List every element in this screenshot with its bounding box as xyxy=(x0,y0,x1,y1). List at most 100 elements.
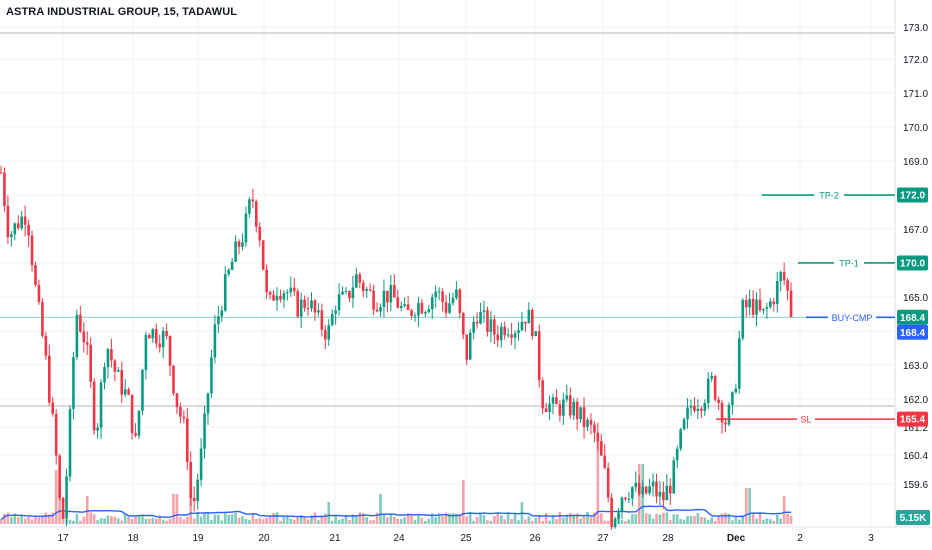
volume-bar xyxy=(434,516,437,524)
volume-bar xyxy=(765,518,769,524)
candle-body xyxy=(65,476,68,519)
volume-bar xyxy=(234,512,237,524)
volume-bar xyxy=(313,512,317,524)
volume-bar xyxy=(327,502,331,524)
candle-body xyxy=(551,397,555,404)
volume-bar xyxy=(137,514,141,524)
time-tick-label: 3 xyxy=(868,533,874,544)
candle-body xyxy=(310,300,313,309)
volume-bar xyxy=(462,480,465,524)
volume-bar xyxy=(693,516,696,524)
volume-bar xyxy=(448,513,451,524)
volume-bar xyxy=(537,514,541,524)
badge-volume-bg xyxy=(896,510,930,525)
candle-body xyxy=(520,321,524,331)
volume-bar xyxy=(589,517,593,524)
candle-body xyxy=(568,395,572,416)
volume-bar xyxy=(534,517,538,524)
volume-bar xyxy=(92,514,96,524)
candle-body xyxy=(168,336,172,366)
candle-body xyxy=(161,330,165,348)
candle-body xyxy=(734,388,738,393)
volume-bar xyxy=(44,512,48,524)
candle-body xyxy=(631,487,634,499)
time-tick-label: 24 xyxy=(393,533,405,544)
volume-bar xyxy=(406,513,410,524)
volume-bar xyxy=(648,514,651,524)
volume-bar xyxy=(248,520,251,524)
candle-body xyxy=(16,223,20,229)
badge-last-price: 168.4 xyxy=(900,313,925,324)
candle-body xyxy=(206,393,210,414)
candle-body xyxy=(68,409,72,477)
candle-body xyxy=(555,397,558,405)
price-tick-label: 162.0 xyxy=(903,395,928,406)
candle-body xyxy=(234,241,237,262)
volume-bar xyxy=(151,517,155,524)
volume-bar xyxy=(303,516,306,524)
candle-body xyxy=(244,213,248,243)
candle-body xyxy=(282,293,286,300)
volume-bar xyxy=(179,517,182,524)
price-tick-label: 165.0 xyxy=(903,293,928,304)
candle-body xyxy=(199,448,203,480)
candle-body xyxy=(186,418,189,463)
volume-bar xyxy=(3,513,6,524)
volume-bar xyxy=(686,515,689,524)
badge-tp-1: 170.0 xyxy=(900,258,925,269)
candle-body xyxy=(672,460,676,494)
volume-bar xyxy=(620,520,624,524)
volume-bar xyxy=(265,518,268,524)
candle-body xyxy=(617,511,620,519)
volume-bar xyxy=(682,519,686,524)
volume-bar xyxy=(141,516,144,524)
candle-body xyxy=(620,497,624,512)
volume-bar xyxy=(541,520,544,524)
level-label-bg xyxy=(834,256,864,269)
volume-bar xyxy=(75,513,79,524)
candle-body xyxy=(89,344,92,382)
candle-body xyxy=(144,335,148,370)
candle-body xyxy=(272,294,275,301)
axes: 173.0172.0171.0170.0169.0168.0167.0166.0… xyxy=(57,23,930,544)
volume-bar xyxy=(772,520,776,524)
level-label-sl: SL xyxy=(800,415,811,425)
volume-bar xyxy=(48,514,51,524)
volume-bar xyxy=(579,518,582,524)
candle-body xyxy=(486,310,489,332)
volume-bar xyxy=(493,515,496,524)
volume-bar xyxy=(192,518,196,524)
volume-bar xyxy=(275,512,279,524)
candle-body xyxy=(103,367,106,383)
price-tick-label: 171.0 xyxy=(903,89,928,100)
candle-body xyxy=(748,299,751,308)
volume-bar xyxy=(700,516,703,524)
price-tick-label: 159.6 xyxy=(903,480,928,491)
volume-bar xyxy=(658,514,662,524)
volume-bar xyxy=(344,514,348,524)
volume-bar xyxy=(548,520,551,524)
candle-body xyxy=(382,290,386,308)
candle-body xyxy=(662,491,665,501)
candle-body xyxy=(361,282,365,291)
candle-body xyxy=(251,199,255,202)
candle-body xyxy=(75,314,79,358)
volume-bar xyxy=(486,520,489,524)
volume-bar xyxy=(196,512,199,524)
candle-body xyxy=(575,401,579,420)
candle-body xyxy=(782,272,786,281)
volume-bar xyxy=(348,519,351,524)
volume-bar xyxy=(758,512,762,524)
candle-body xyxy=(475,321,479,324)
volume-bar xyxy=(203,512,206,524)
volume-bar xyxy=(403,517,406,524)
volume-bar xyxy=(130,518,134,524)
volume-bar xyxy=(675,514,679,524)
volume-bar xyxy=(172,494,175,524)
candle-body xyxy=(317,310,320,313)
candle-body xyxy=(358,274,362,283)
volume-bar xyxy=(665,512,669,524)
candle-body xyxy=(727,404,731,425)
price-tick-label: 173.0 xyxy=(903,23,928,34)
volume-bar xyxy=(324,513,327,524)
